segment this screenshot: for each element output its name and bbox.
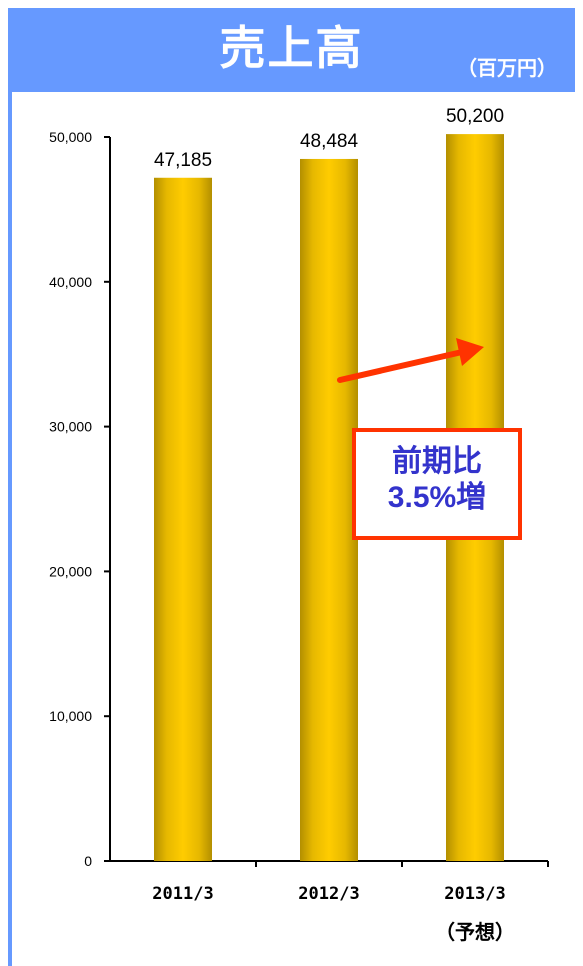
growth-callout: 前期比 3.5%増 <box>352 428 522 540</box>
y-tick-label: 30,000 <box>49 419 92 435</box>
trend-arrow-shaft <box>337 349 465 383</box>
x-tick-label: 2011/3 <box>152 884 213 904</box>
y-tick-label: 20,000 <box>49 563 92 579</box>
data-label: 47,185 <box>154 150 212 171</box>
y-tick-label: 0 <box>84 853 92 869</box>
trend-arrow-head <box>456 338 484 366</box>
y-tick-label: 50,000 <box>49 129 92 145</box>
data-label: 50,200 <box>446 106 504 127</box>
chart-title: 売上高 <box>219 22 364 74</box>
forecast-label: （予想） <box>435 920 515 944</box>
left-border <box>8 92 12 966</box>
x-tick-label: 2012/3 <box>298 884 359 904</box>
y-tick-label: 10,000 <box>49 708 92 724</box>
growth-callout-line1: 前期比 <box>392 445 482 478</box>
y-tick-label: 40,000 <box>49 274 92 290</box>
data-label: 48,484 <box>300 131 359 152</box>
x-tick-label: 2013/3 <box>444 884 505 904</box>
bar <box>300 158 358 862</box>
chart-header: 売上高 （百万円） <box>8 8 575 92</box>
unit-label: （百万円） <box>457 58 557 80</box>
bar <box>154 177 212 861</box>
growth-callout-line2: 3.5%増 <box>387 481 487 514</box>
